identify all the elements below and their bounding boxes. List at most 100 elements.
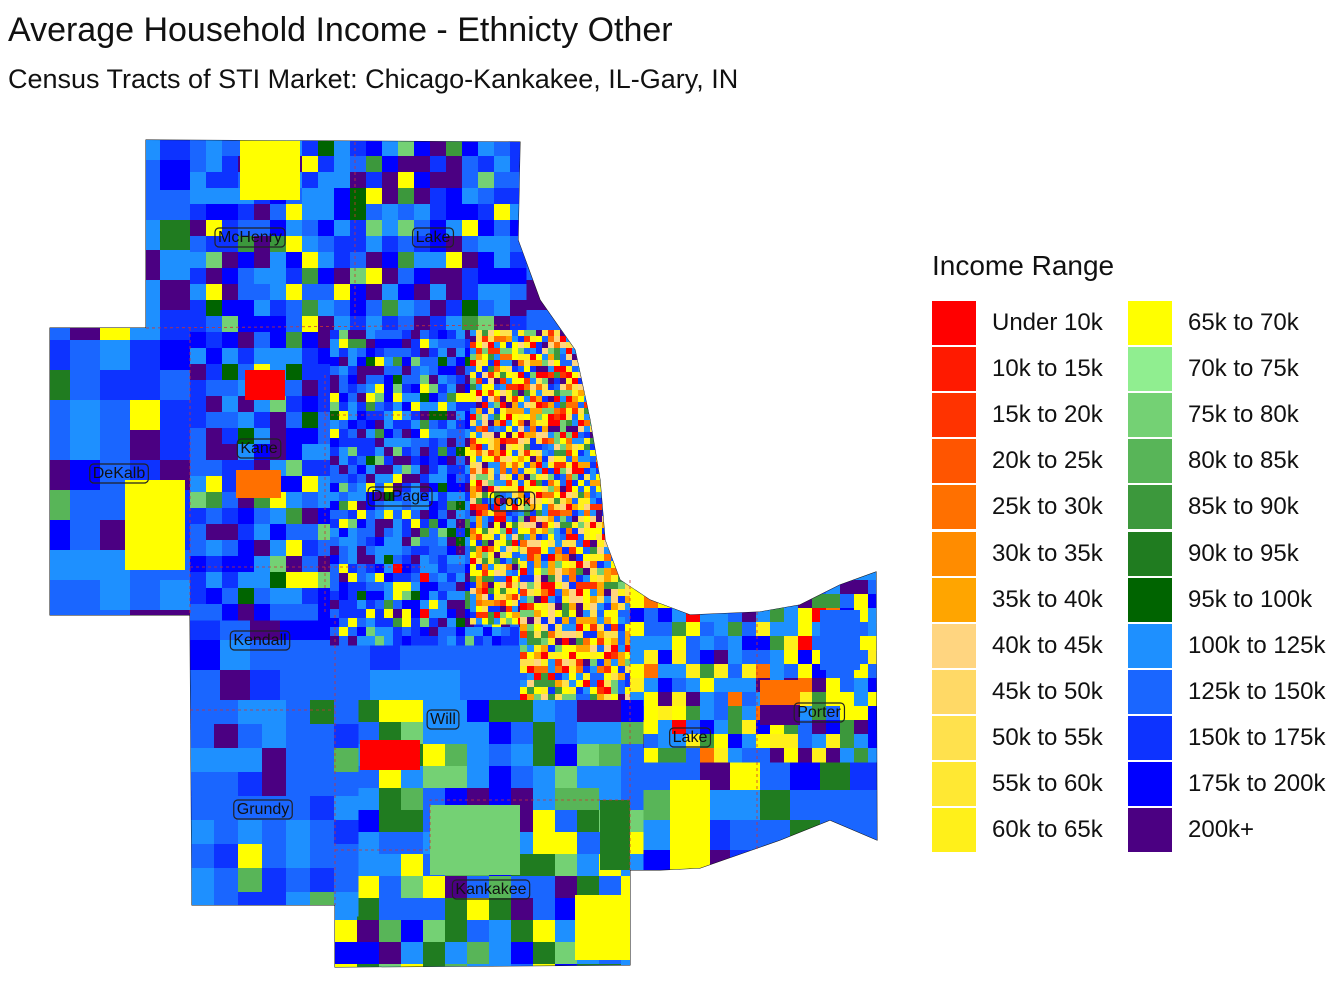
county-label-text: McHenry (218, 229, 282, 246)
legend-label: 35k to 40k (992, 585, 1103, 613)
legend-item: 70k to 75k (1128, 346, 1328, 392)
legend-item: 60k to 65k (932, 807, 1128, 853)
legend-label: 85k to 90k (1188, 493, 1299, 521)
legend-swatch (932, 715, 976, 760)
county-label-text: Cook (493, 493, 531, 510)
county-label-box (89, 463, 149, 484)
legend-swatch (1128, 439, 1172, 484)
county-label-text: DeKalb (93, 465, 146, 482)
county-label: Lake (412, 227, 455, 248)
county-label: DuPage (367, 486, 433, 507)
legend-label: 95k to 100k (1188, 585, 1313, 613)
choropleth-map: McHenry Lake Kane DeKalb DuPage Cook Kendall Wi… (49, 139, 878, 968)
legend-item: 95k to 100k (1128, 577, 1328, 623)
legend-label: 20k to 25k (992, 447, 1103, 475)
county-label-text: DuPage (371, 488, 429, 505)
legend-item: 35k to 40k (932, 577, 1128, 623)
legend-item: 45k to 50k (932, 669, 1128, 715)
legend-swatch (932, 301, 976, 346)
legend-swatch (1128, 623, 1172, 668)
legend-label: 125k to 150k (1188, 677, 1326, 705)
legend-swatch (1128, 393, 1172, 438)
legend-label: 60k to 65k (992, 816, 1103, 844)
legend-swatch (932, 808, 976, 853)
county-label-text: Kendall (233, 632, 286, 649)
county-label-text: Lake (673, 729, 708, 746)
legend-item: 175k to 200k (1128, 761, 1328, 807)
county-label-text: Kane (240, 440, 277, 457)
county-label: Cook (489, 491, 536, 512)
legend-item: 80k to 85k (1128, 438, 1328, 484)
county-label-box (451, 879, 531, 900)
legend-item: 75k to 80k (1128, 392, 1328, 438)
legend-item: 125k to 150k (1128, 669, 1328, 715)
legend-label: 100k to 125k (1188, 631, 1326, 659)
legend-label: 90k to 95k (1188, 539, 1299, 567)
legend-swatch (932, 577, 976, 622)
county-label-text: Will (430, 711, 456, 728)
legend-swatch (1128, 531, 1172, 576)
legend-swatch (932, 669, 976, 714)
legend-swatch (1128, 761, 1172, 806)
county-label: Kendall (229, 630, 291, 651)
legend-swatch (1128, 577, 1172, 622)
county-label-box (669, 727, 712, 748)
legend-item: 150k to 175k (1128, 715, 1328, 761)
legend-item: 15k to 20k (932, 392, 1128, 438)
legend-label: 80k to 85k (1188, 447, 1299, 475)
legend-swatch (932, 485, 976, 530)
legend-title: Income Range (932, 250, 1115, 281)
legend-swatch (1128, 347, 1172, 392)
tract-mosaic (50, 140, 877, 967)
county-label-box (412, 227, 455, 248)
legend-swatch (932, 347, 976, 392)
legend-item: 200k+ (1128, 807, 1328, 853)
legend-swatch (1128, 715, 1172, 760)
legend-item: 90k to 95k (1128, 530, 1328, 576)
legend: Income Range Under 10k 10k to 15k 15k to 2… (932, 250, 1328, 853)
legend-item: 30k to 35k (932, 530, 1128, 576)
legend-label: 175k to 200k (1188, 769, 1326, 797)
county-labels: McHenry Lake Kane DeKalb DuPage Cook Kendall Wi… (89, 227, 846, 900)
legend-swatch (932, 531, 976, 576)
legend-label: 75k to 80k (1188, 401, 1299, 429)
county-label-box (367, 486, 433, 507)
county-label-box (426, 709, 460, 730)
legend-label: 200k+ (1188, 816, 1255, 844)
county-label: Porter (793, 702, 846, 723)
legend-swatch (1128, 301, 1172, 346)
legend-item: 40k to 45k (932, 623, 1128, 669)
county-label-text: Grundy (237, 801, 289, 818)
county-label: Grundy (233, 799, 293, 820)
legend-label: 25k to 30k (992, 493, 1103, 521)
county-label-box (489, 491, 536, 512)
legend-item: 65k to 70k (1128, 300, 1328, 346)
legend-label: Under 10k (992, 309, 1103, 337)
county-label: Kane (236, 438, 282, 459)
county-label-text: Kankakee (455, 881, 526, 898)
legend-item: 85k to 90k (1128, 484, 1328, 530)
county-label: DeKalb (89, 463, 149, 484)
county-label-text: Porter (797, 704, 841, 721)
legend-label: 40k to 45k (992, 631, 1103, 659)
county-label: Lake (669, 727, 712, 748)
legend-swatch (1128, 485, 1172, 530)
legend-label: 150k to 175k (1188, 723, 1326, 751)
legend-label: 10k to 15k (992, 355, 1103, 383)
legend-label: 50k to 55k (992, 723, 1103, 751)
legend-label: 15k to 20k (992, 401, 1103, 429)
legend-swatch (1128, 808, 1172, 853)
legend-item: 55k to 60k (932, 761, 1128, 807)
legend-label: 45k to 50k (992, 677, 1103, 705)
legend-swatch (932, 623, 976, 668)
county-label: Will (426, 709, 460, 730)
legend-item: 10k to 15k (932, 346, 1128, 392)
legend-item: 25k to 30k (932, 484, 1128, 530)
county-label-box (229, 630, 291, 651)
county-label-box (793, 702, 846, 723)
legend-swatch (1128, 669, 1172, 714)
map-title: Average Household Income - Ethnicty Othe… (8, 11, 673, 49)
map-subtitle: Census Tracts of STI Market: Chicago-Kan… (8, 64, 739, 94)
county-label-box (236, 438, 282, 459)
legend-label: 70k to 75k (1188, 355, 1299, 383)
